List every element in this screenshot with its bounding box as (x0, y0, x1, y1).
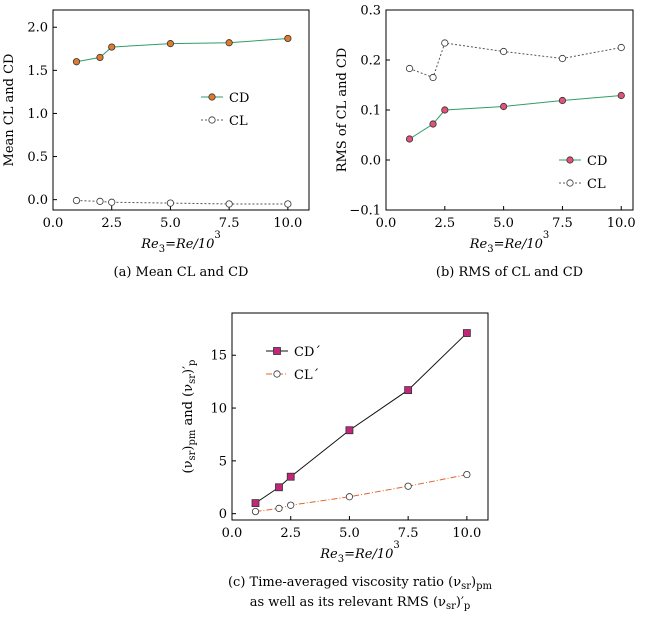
y-tick-label: 0.3 (360, 4, 381, 19)
y-tick-label: 0.2 (360, 54, 381, 69)
legend-label: CL (229, 114, 248, 129)
data-point (441, 39, 449, 47)
data-point (617, 91, 625, 100)
data-point (166, 40, 175, 48)
legend-label: CD´ (294, 345, 321, 360)
x-tick-label: 0.0 (376, 216, 397, 231)
y-tick-label: 2.0 (27, 21, 48, 36)
data-point (96, 53, 104, 62)
data-point (166, 199, 175, 207)
x-tick-label: 10.0 (607, 216, 636, 231)
data-point (96, 197, 104, 205)
legend-marker (208, 93, 216, 101)
y-tick-label: −0.1 (349, 204, 381, 219)
data-point (225, 200, 233, 208)
data-point (108, 43, 116, 51)
y-tick-label: 1.0 (27, 107, 48, 122)
chart-caption: (a) Mean CL and CD (114, 265, 249, 280)
data-point (251, 507, 260, 516)
data-point (405, 135, 414, 143)
legend-marker (566, 156, 574, 164)
data-point (345, 426, 354, 435)
chart-2 (385, 9, 634, 211)
data-point (404, 482, 412, 490)
data-point (287, 501, 295, 509)
chart-caption-line1: (c) Time-averaged viscosity ratio (νsr)p… (228, 575, 493, 592)
data-point (286, 472, 295, 481)
data-point (72, 196, 81, 205)
data-point (558, 54, 567, 63)
x-tick-label: 10.0 (273, 216, 302, 231)
data-point (108, 198, 116, 206)
data-point (225, 39, 233, 47)
series-line-2 (76, 200, 288, 205)
y-tick-label: 0.0 (27, 193, 48, 208)
data-point (251, 499, 260, 508)
data-point (404, 386, 413, 394)
data-point (284, 34, 292, 43)
x-axis-label: Re3=Re/103 (140, 230, 221, 255)
x-tick-label: 0.0 (43, 216, 64, 231)
data-point (558, 96, 567, 105)
x-tick-label: 5.0 (160, 216, 181, 231)
x-tick-label: 2.5 (280, 526, 301, 541)
data-point (345, 493, 354, 501)
data-point (463, 470, 471, 479)
series-line-1 (76, 37, 288, 63)
data-point (72, 58, 81, 66)
legend-marker (273, 370, 281, 378)
plot-frame (52, 9, 310, 211)
data-point (429, 120, 437, 128)
y-axis-label: RMS of CL and CD (335, 48, 350, 173)
y-axis-label: (νsr)pm and (νsr)′p (181, 360, 198, 474)
legend-marker (273, 347, 281, 355)
data-point (441, 106, 449, 114)
data-point (462, 329, 471, 337)
y-tick-label: 0 (219, 507, 227, 522)
x-tick-label: 7.5 (552, 216, 573, 231)
series-line-2 (409, 42, 622, 79)
y-tick-label: 10 (210, 402, 227, 417)
x-tick-label: 2.5 (434, 216, 455, 231)
legend-marker (566, 179, 574, 187)
y-tick-label: 0.0 (360, 154, 381, 169)
x-tick-label: 5.0 (339, 526, 360, 541)
x-axis-label: Re3=Re/103 (319, 540, 400, 565)
data-point (275, 483, 283, 492)
y-tick-label: 15 (210, 349, 227, 364)
y-tick-label: 5 (219, 454, 227, 469)
y-tick-label: 1.5 (27, 64, 48, 79)
x-tick-label: 7.5 (398, 526, 419, 541)
chart-3 (231, 312, 489, 521)
chart-1 (52, 9, 310, 211)
data-point (500, 47, 508, 56)
data-point (500, 102, 508, 111)
legend-label: CL (587, 177, 606, 192)
legend-label: CL´ (294, 368, 319, 383)
x-tick-label: 10.0 (452, 526, 481, 541)
legend-label: CD (229, 91, 249, 106)
x-axis-label: Re3=Re/103 (469, 230, 550, 255)
data-point (275, 504, 283, 512)
y-tick-label: 0.5 (27, 150, 48, 165)
plot-frame (231, 312, 489, 521)
x-tick-label: 5.0 (493, 216, 514, 231)
chart-caption-line2: as well as its relevant RMS (νsr)′p (250, 595, 471, 612)
data-point (617, 43, 625, 52)
data-point (429, 73, 437, 82)
series-line-1 (409, 95, 622, 140)
chart-caption: (b) RMS of CL and CD (436, 265, 583, 280)
data-point (405, 64, 414, 73)
legend-label: CD (587, 154, 607, 169)
data-point (284, 200, 292, 208)
series-line-2 (255, 474, 467, 513)
x-tick-label: 7.5 (219, 216, 240, 231)
series-line-1 (255, 332, 468, 504)
x-tick-label: 2.5 (101, 216, 122, 231)
x-tick-label: 0.0 (222, 526, 243, 541)
legend-marker (208, 116, 216, 124)
y-axis-label: Mean CL and CD (2, 54, 17, 167)
y-tick-label: 0.1 (360, 104, 381, 119)
